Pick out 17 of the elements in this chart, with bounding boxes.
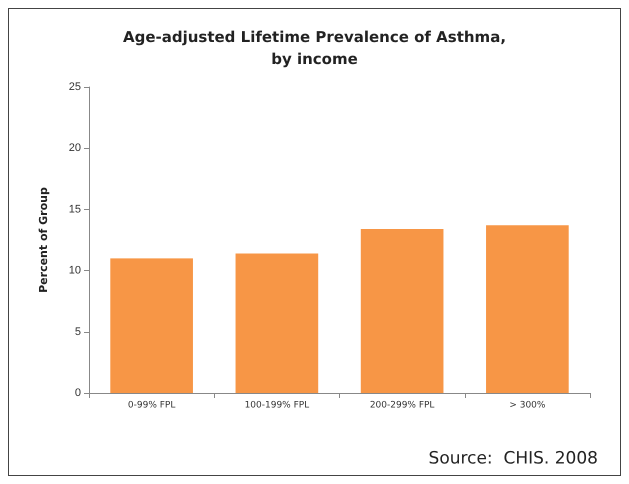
x-tick-label: 0-99% FPL (128, 400, 176, 410)
y-tick-label: 5 (74, 326, 81, 338)
source-note: Source: CHIS. 2008 (428, 448, 598, 468)
y-tick-label: 0 (74, 387, 81, 399)
x-tick-label: 100-199% FPL (244, 400, 310, 410)
y-tick-label: 25 (68, 81, 81, 93)
bar (486, 225, 569, 393)
bar (360, 228, 444, 393)
y-tick-label: 10 (68, 264, 81, 277)
bar (236, 253, 318, 393)
y-axis-title: Percent of Group (37, 187, 50, 293)
y-tick-label: 15 (68, 203, 81, 216)
bar (110, 258, 193, 393)
chart-title: Age-adjusted Lifetime Prevalence of Asthma, by income (122, 28, 506, 68)
x-tick-label: 200-299% FPL (370, 400, 434, 410)
y-tick-label: 20 (68, 142, 81, 154)
x-tick-label: > 300% (509, 400, 546, 410)
